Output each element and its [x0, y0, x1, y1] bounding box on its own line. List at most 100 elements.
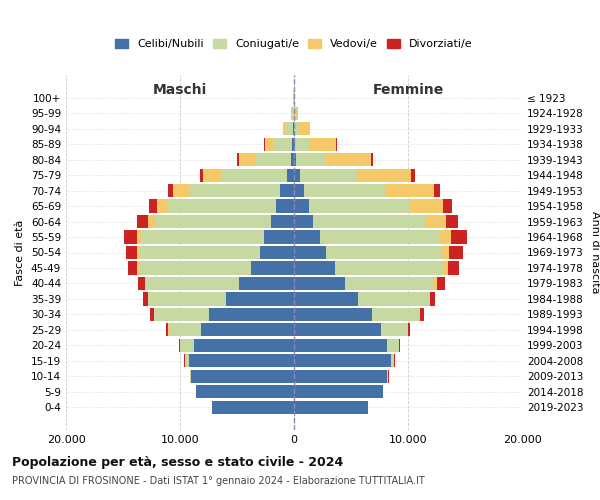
Bar: [409, 200, 443, 212]
Bar: [313, 215, 425, 228]
Bar: [308, 138, 336, 150]
Bar: [280, 184, 294, 197]
Bar: [294, 400, 368, 414]
Bar: [294, 246, 326, 259]
Bar: [346, 277, 434, 290]
Bar: [320, 230, 440, 243]
Bar: [265, 230, 294, 243]
Bar: [434, 184, 440, 197]
Bar: [148, 215, 155, 228]
Bar: [299, 122, 310, 136]
Bar: [291, 153, 294, 166]
Bar: [294, 308, 371, 321]
Bar: [141, 230, 265, 243]
Bar: [143, 292, 148, 306]
Bar: [291, 106, 292, 120]
Bar: [408, 324, 410, 336]
Bar: [180, 339, 194, 352]
Bar: [437, 277, 445, 290]
Bar: [149, 200, 157, 212]
Bar: [154, 308, 209, 321]
Bar: [140, 246, 260, 259]
Bar: [295, 138, 308, 150]
Bar: [294, 230, 320, 243]
Bar: [292, 138, 294, 150]
Bar: [428, 292, 430, 306]
Bar: [294, 292, 358, 306]
Bar: [336, 138, 337, 150]
Bar: [443, 262, 448, 274]
Bar: [294, 277, 346, 290]
Bar: [124, 230, 137, 243]
Bar: [189, 184, 280, 197]
Bar: [189, 354, 294, 368]
Bar: [451, 230, 467, 243]
Bar: [294, 324, 380, 336]
Bar: [399, 339, 400, 352]
Bar: [179, 339, 180, 352]
Bar: [226, 292, 294, 306]
Bar: [203, 168, 221, 181]
Bar: [194, 339, 294, 352]
Bar: [191, 370, 294, 383]
Bar: [412, 168, 415, 181]
Bar: [294, 153, 296, 166]
Bar: [294, 184, 304, 197]
Y-axis label: Fasce di età: Fasce di età: [16, 220, 25, 286]
Bar: [440, 230, 451, 243]
Bar: [271, 215, 294, 228]
Bar: [126, 246, 137, 259]
Text: PROVINCIA DI FROSINONE - Dati ISTAT 1° gennaio 2024 - Elaborazione TUTTITALIA.IT: PROVINCIA DI FROSINONE - Dati ISTAT 1° g…: [12, 476, 425, 486]
Bar: [292, 106, 293, 120]
Bar: [166, 324, 169, 336]
Bar: [200, 324, 294, 336]
Bar: [221, 168, 287, 181]
Bar: [443, 200, 452, 212]
Bar: [137, 246, 140, 259]
Y-axis label: Anni di nascita: Anni di nascita: [590, 211, 600, 294]
Bar: [388, 339, 399, 352]
Bar: [294, 262, 335, 274]
Bar: [169, 324, 200, 336]
Bar: [294, 354, 391, 368]
Bar: [304, 184, 386, 197]
Bar: [155, 215, 271, 228]
Bar: [212, 400, 294, 414]
Bar: [430, 292, 436, 306]
Bar: [145, 277, 146, 290]
Bar: [265, 138, 274, 150]
Bar: [326, 153, 371, 166]
Bar: [358, 292, 428, 306]
Bar: [434, 277, 437, 290]
Bar: [238, 153, 239, 166]
Bar: [425, 215, 446, 228]
Legend: Celibi/Nubili, Coniugati/e, Vedovi/e, Divorziati/e: Celibi/Nubili, Coniugati/e, Vedovi/e, Di…: [111, 34, 477, 54]
Bar: [137, 215, 148, 228]
Bar: [173, 184, 189, 197]
Bar: [380, 324, 408, 336]
Bar: [286, 122, 293, 136]
Bar: [151, 308, 154, 321]
Bar: [239, 153, 254, 166]
Bar: [196, 385, 294, 398]
Bar: [190, 370, 191, 383]
Bar: [139, 262, 251, 274]
Bar: [283, 122, 286, 136]
Bar: [294, 168, 300, 181]
Bar: [276, 200, 294, 212]
Bar: [137, 230, 141, 243]
Bar: [260, 246, 294, 259]
Bar: [335, 262, 443, 274]
Bar: [148, 292, 226, 306]
Bar: [157, 200, 167, 212]
Bar: [294, 138, 295, 150]
Bar: [254, 153, 291, 166]
Text: Popolazione per età, sesso e stato civile - 2024: Popolazione per età, sesso e stato civil…: [12, 456, 343, 469]
Bar: [446, 215, 458, 228]
Bar: [138, 277, 145, 290]
Bar: [287, 168, 294, 181]
Bar: [239, 277, 294, 290]
Bar: [391, 354, 394, 368]
Bar: [309, 200, 409, 212]
Bar: [296, 153, 326, 166]
